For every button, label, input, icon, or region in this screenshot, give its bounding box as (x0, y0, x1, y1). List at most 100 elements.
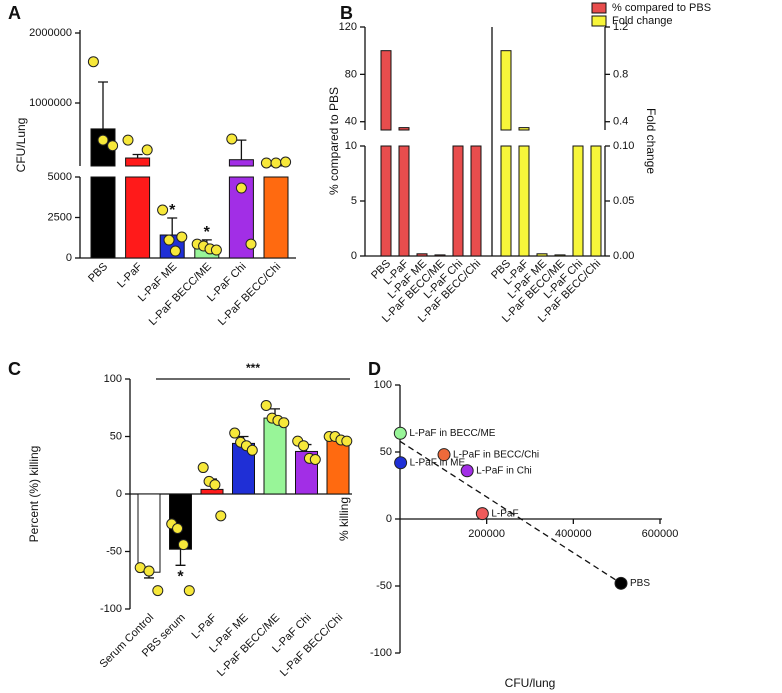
data-point (437, 448, 451, 462)
data-point (97, 134, 109, 146)
y-tick-label: 120 (339, 21, 357, 33)
significance-label: * (204, 224, 211, 241)
y-axis-label: % killing (337, 497, 351, 541)
significance-label: * (177, 569, 184, 586)
y-tick-label: 5 (351, 195, 357, 207)
y-tick-label: 40 (345, 116, 357, 128)
x-tick-label: 200000 (468, 528, 505, 540)
point-label: PBS (630, 578, 650, 589)
data-point (393, 426, 407, 440)
data-point (172, 523, 184, 534)
data-point (107, 140, 119, 152)
bar-segment (228, 159, 254, 167)
y-tick-label: 100 (374, 379, 392, 391)
data-point (143, 565, 155, 577)
data-point (280, 156, 292, 168)
error-bar (236, 139, 247, 160)
y-tick-label: -100 (100, 603, 122, 615)
significance-label: *** (246, 361, 260, 375)
y-tick-label: 0 (116, 488, 122, 500)
bar (470, 145, 482, 257)
data-point (246, 444, 258, 456)
y-tick-label: 1.2 (613, 21, 628, 33)
y-tick-label: 100 (104, 373, 122, 385)
bar (536, 253, 548, 257)
y-tick-label: 0.4 (613, 116, 628, 128)
data-point (87, 56, 99, 68)
bar-segment (590, 145, 602, 257)
bar (500, 50, 512, 257)
data-point (475, 507, 489, 521)
data-point (152, 585, 164, 597)
bar-segment (200, 488, 224, 495)
data-point (229, 427, 241, 439)
bar-segment (536, 253, 548, 257)
bar-segment (263, 176, 289, 259)
y-tick-label: 0.05 (613, 195, 634, 207)
data-point (209, 479, 221, 491)
y-tick-label: 10 (345, 140, 357, 152)
error-bar (175, 549, 186, 566)
bar-segment (125, 157, 151, 167)
y-tick-label: 1000000 (29, 97, 72, 109)
data-point (157, 204, 169, 216)
y-tick-label: 0 (66, 252, 72, 264)
bar (452, 145, 464, 257)
bar (137, 493, 161, 573)
data-point (226, 133, 238, 145)
panel-letter: B (340, 3, 353, 23)
bar-segment (470, 145, 482, 257)
y-tick-label: 2500 (48, 211, 72, 223)
data-point (270, 157, 282, 169)
bar (590, 145, 602, 257)
y-axis-label: % compared to PBS (327, 87, 341, 195)
bar (416, 253, 428, 257)
y-tick-label: -50 (376, 580, 392, 592)
data-point (260, 399, 272, 411)
point-label: L-PaF in ME (410, 457, 466, 468)
bar (518, 127, 530, 257)
data-point (197, 462, 209, 474)
bar-segment (434, 254, 446, 257)
bar-segment (380, 50, 392, 131)
data-point (614, 576, 628, 590)
data-point (122, 134, 134, 146)
data-point (183, 585, 195, 597)
x-tick-label: 400000 (555, 528, 592, 540)
bar-segment (380, 145, 392, 257)
x-tick-label: PBS (86, 261, 110, 285)
data-point (141, 144, 153, 156)
bar-segment (137, 493, 161, 573)
significance-label: * (169, 202, 176, 219)
y-tick-label: 0.00 (613, 250, 634, 262)
x-tick-label: L-PaF BECC/Chi (216, 261, 283, 328)
point-label: L-PaF (491, 508, 518, 519)
point-label: L-PaF in Chi (476, 465, 532, 476)
bar-segment (452, 145, 464, 257)
y-tick-label: 0 (351, 250, 357, 262)
data-point (169, 245, 181, 257)
legend-label: % compared to PBS (612, 2, 711, 14)
point-label: L-PaF in BECC/Chi (453, 449, 539, 460)
data-point (298, 440, 310, 452)
y-tick-label: 0 (386, 513, 392, 525)
bar-segment (572, 145, 584, 257)
y2-axis-label: Fold change (644, 108, 658, 174)
bar-segment (90, 176, 116, 259)
bar (554, 254, 566, 257)
bar (398, 127, 410, 257)
data-point (460, 464, 474, 478)
y-tick-label: 5000 (48, 171, 72, 183)
bar (263, 161, 289, 259)
bar (125, 157, 151, 259)
panel-letter: C (8, 359, 21, 379)
data-point (394, 456, 408, 470)
bar-segment (518, 145, 530, 257)
legend-swatch (591, 15, 607, 27)
y-axis-label: CFU/Lung (14, 118, 28, 173)
panel-letter: D (368, 359, 381, 379)
bar-segment (263, 417, 287, 495)
data-point (235, 182, 247, 194)
